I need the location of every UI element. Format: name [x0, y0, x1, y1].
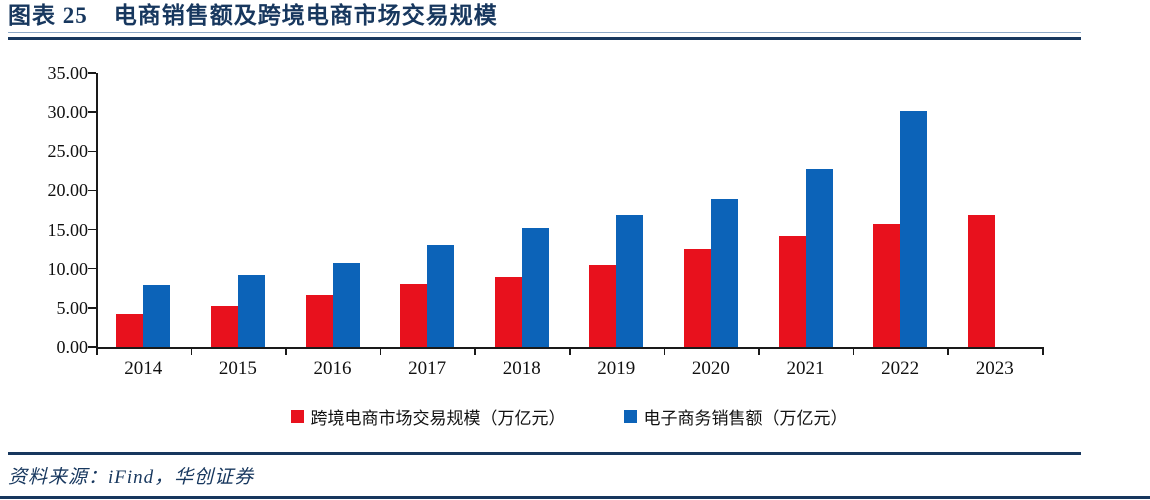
title-divider: [8, 32, 1081, 40]
x-axis-category-label: 2017: [408, 358, 447, 379]
legend-item-crossborder: 跨境电商市场交易规模（万亿元）: [290, 404, 566, 429]
y-axis-tick: [88, 307, 96, 309]
x-axis-category-label: 2014: [124, 358, 163, 379]
bar-2020-crossborder: [683, 249, 711, 347]
y-axis-tick: [88, 189, 96, 192]
x-axis-category-label: 2019: [597, 358, 636, 379]
bar-2022-crossborder: [873, 224, 901, 347]
bar-2020-ecommerce: [710, 199, 738, 347]
bar-2016-ecommerce: [332, 263, 360, 347]
x-axis-tick: [379, 347, 382, 355]
x-axis-tick: [947, 347, 949, 355]
y-axis-tick-label: 10.00: [47, 258, 89, 279]
legend-label-ecommerce: 电子商务销售额（万亿元）: [643, 408, 848, 428]
source-note: 资料来源：iFind，华创证券: [8, 467, 255, 488]
figure-title: 电商销售额及跨境电商市场交易规模: [113, 3, 498, 28]
bar-2023-crossborder: [967, 215, 995, 347]
bar-2015-ecommerce: [237, 274, 265, 347]
x-axis-tick: [852, 347, 855, 355]
x-axis-category-label: 2015: [218, 358, 257, 379]
y-axis-tick-label: 15.00: [47, 219, 89, 240]
x-axis-tick: [96, 347, 98, 355]
bar-2021-crossborder: [778, 235, 806, 347]
bar-2017-ecommerce: [427, 245, 455, 347]
y-axis-tick-label: 35.00: [47, 63, 89, 83]
x-axis-category-label: 2022: [881, 358, 920, 379]
x-axis-category-label: 2018: [502, 358, 541, 379]
x-axis-category-label: 2016: [313, 358, 352, 379]
chart-legend: 跨境电商市场交易规模（万亿元） 电子商务销售额（万亿元）: [96, 403, 1042, 429]
x-axis-tick: [190, 347, 193, 355]
bar-2022-ecommerce: [900, 110, 928, 347]
y-axis-tick-label: 25.00: [47, 141, 89, 162]
bar-2018-ecommerce: [521, 228, 549, 347]
x-axis-tick: [663, 347, 666, 355]
x-axis-category-label: 2021: [786, 358, 825, 379]
bar-2015-crossborder: [210, 305, 238, 347]
figure-label: 图表 25: [8, 3, 88, 28]
figure-header: 图表 25 电商销售额及跨境电商市场交易规模: [8, 2, 498, 30]
y-axis-tick: [88, 72, 96, 74]
y-axis-tick-label: 20.00: [47, 180, 89, 201]
y-axis-line: [96, 73, 98, 347]
x-axis-category-label: 2023: [975, 358, 1014, 379]
bar-2017-crossborder: [400, 284, 428, 347]
x-axis-tick: [474, 347, 476, 355]
x-axis-tick: [1042, 347, 1044, 355]
page-bottom-rule: [0, 496, 1150, 499]
legend-item-ecommerce: 电子商务销售额（万亿元）: [623, 404, 848, 429]
footer-divider: [8, 452, 1081, 455]
y-axis-tick: [88, 346, 96, 348]
bar-2014-ecommerce: [143, 285, 171, 347]
x-axis-category-label: 2020: [691, 358, 730, 379]
legend-swatch-crossborder: [290, 409, 304, 423]
y-axis-tick: [88, 267, 96, 270]
y-axis-tick: [88, 228, 96, 231]
x-axis-tick: [285, 347, 287, 355]
bar-2014-crossborder: [116, 314, 144, 347]
bar-2021-ecommerce: [805, 169, 833, 347]
bar-2018-crossborder: [494, 276, 522, 347]
y-axis-tick: [88, 111, 96, 113]
x-axis-tick: [569, 347, 571, 355]
x-axis-tick: [758, 347, 760, 355]
legend-label-crossborder: 跨境电商市场交易规模（万亿元）: [310, 408, 566, 428]
y-axis-tick: [88, 150, 96, 153]
y-axis-tick-label: 0.00: [56, 337, 89, 357]
bar-2019-ecommerce: [616, 214, 644, 347]
y-axis-tick-label: 30.00: [47, 102, 89, 123]
bar-2016-crossborder: [305, 294, 333, 347]
legend-swatch-ecommerce: [623, 409, 637, 423]
bar-2019-crossborder: [589, 264, 617, 347]
y-axis-tick-label: 5.00: [56, 297, 89, 318]
